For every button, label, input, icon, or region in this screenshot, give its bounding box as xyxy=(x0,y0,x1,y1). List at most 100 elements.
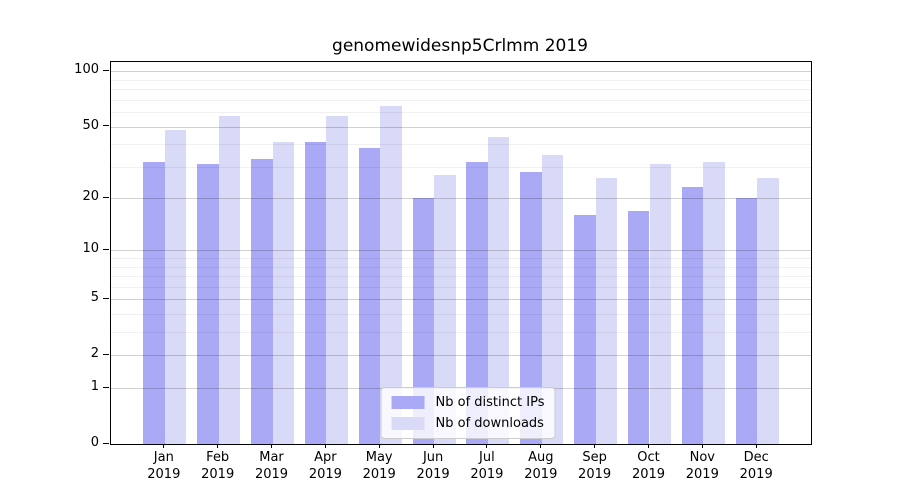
bar-may-downloads xyxy=(380,105,402,444)
legend-label-distinct-ips: Nb of distinct IPs xyxy=(435,395,545,410)
bar-jul-distinct-ips xyxy=(466,161,488,444)
y-tick-label-2: 2 xyxy=(90,346,99,362)
x-tick-year-oct: 2019 xyxy=(631,466,666,482)
x-tick-label-mar: Mar 2019 xyxy=(240,450,304,483)
y-tick-label-10: 10 xyxy=(82,241,99,257)
x-tick-label-nov: Nov 2019 xyxy=(670,450,734,483)
x-tick-month-apr: Apr xyxy=(314,450,337,465)
y-tick-label-5: 5 xyxy=(90,290,99,306)
gridline-minor-70 xyxy=(111,99,811,101)
x-tick-month-may: May xyxy=(365,450,393,465)
x-tick-sep xyxy=(594,444,596,449)
bar-dec-downloads xyxy=(757,177,779,444)
plot-area: Nb of distinct IPs Nb of downloads xyxy=(110,61,812,445)
x-tick-aug xyxy=(540,444,542,449)
x-tick-label-jan: Jan 2019 xyxy=(132,450,196,483)
legend-swatch-distinct-ips xyxy=(391,396,425,409)
x-tick-year-nov: 2019 xyxy=(685,466,719,482)
bar-apr-distinct-ips xyxy=(304,142,327,444)
x-tick-label-apr: Apr 2019 xyxy=(293,450,357,483)
x-tick-year-jun: 2019 xyxy=(416,466,450,482)
x-tick-year-may: 2019 xyxy=(362,466,396,482)
y-tick-100 xyxy=(103,69,109,72)
y-tick-label-100: 100 xyxy=(74,62,99,78)
x-tick-month-aug: Aug xyxy=(528,450,554,465)
x-tick-feb xyxy=(217,444,219,449)
bar-jun-downloads xyxy=(434,175,456,444)
x-tick-mar xyxy=(270,444,273,449)
x-tick-label-sep: Sep 2019 xyxy=(563,450,627,483)
x-tick-month-sep: Sep xyxy=(582,450,607,465)
y-tick-10 xyxy=(103,248,109,251)
y-tick-label-1: 1 xyxy=(90,379,99,394)
x-tick-jan xyxy=(163,444,165,449)
bar-jan-downloads xyxy=(164,129,187,444)
legend-entry-downloads: Nb of downloads xyxy=(391,416,545,431)
x-tick-year-aug: 2019 xyxy=(524,466,558,482)
x-tick-may xyxy=(378,444,380,449)
bar-aug-downloads xyxy=(541,154,564,444)
bar-oct-distinct-ips xyxy=(627,210,650,444)
x-tick-label-jun: Jun 2019 xyxy=(401,450,465,483)
x-tick-jul xyxy=(486,444,488,449)
legend-swatch-downloads xyxy=(391,417,425,430)
x-tick-year-dec: 2019 xyxy=(739,466,773,482)
bar-jul-downloads xyxy=(487,136,510,444)
bar-sep-distinct-ips xyxy=(574,215,596,444)
gridline-major-100 xyxy=(111,71,811,73)
bar-apr-downloads xyxy=(326,116,348,444)
gridline-minor-40 xyxy=(111,144,811,146)
y-tick-50 xyxy=(103,125,109,127)
x-tick-year-jan: 2019 xyxy=(147,466,181,482)
x-tick-dec xyxy=(755,444,757,449)
x-tick-year-jul: 2019 xyxy=(470,466,504,482)
x-tick-year-sep: 2019 xyxy=(578,466,612,482)
bar-may-distinct-ips xyxy=(358,148,381,444)
chart-title: genomewidesnp5Crlmm 2019 xyxy=(332,36,588,56)
bar-jun-distinct-ips xyxy=(412,198,434,444)
x-tick-month-oct: Oct xyxy=(637,450,660,465)
x-tick-label-aug: Aug 2019 xyxy=(509,450,573,483)
y-tick-20 xyxy=(103,196,109,198)
x-tick-year-feb: 2019 xyxy=(201,466,235,482)
x-tick-month-feb: Feb xyxy=(206,450,230,465)
x-tick-month-jun: Jun xyxy=(422,450,444,465)
bar-nov-distinct-ips xyxy=(681,187,704,444)
legend: Nb of distinct IPs Nb of downloads xyxy=(380,387,556,439)
y-tick-label-50: 50 xyxy=(82,117,99,133)
gridline-major-50 xyxy=(111,126,811,128)
x-tick-label-jul: Jul 2019 xyxy=(455,450,519,483)
bar-feb-downloads xyxy=(218,116,241,444)
x-tick-label-may: May 2019 xyxy=(347,450,411,483)
x-tick-nov xyxy=(701,444,703,449)
gridline-minor-90 xyxy=(111,79,811,81)
x-tick-month-nov: Nov xyxy=(689,450,715,465)
bar-jan-distinct-ips xyxy=(143,161,165,444)
x-tick-apr xyxy=(324,444,326,449)
bar-aug-distinct-ips xyxy=(520,172,542,444)
y-tick-2 xyxy=(103,353,109,355)
legend-entry-distinct-ips: Nb of distinct IPs xyxy=(391,395,545,410)
x-tick-month-dec: Dec xyxy=(743,450,769,465)
gridline-minor-80 xyxy=(111,89,811,91)
y-tick-1 xyxy=(103,386,109,388)
x-tick-year-mar: 2019 xyxy=(254,466,289,482)
x-tick-label-feb: Feb 2019 xyxy=(186,450,250,483)
bar-mar-downloads xyxy=(272,142,294,444)
x-tick-label-dec: Dec 2019 xyxy=(724,450,788,483)
y-tick-5 xyxy=(103,297,109,299)
x-tick-month-jul: Jul xyxy=(479,450,495,465)
x-tick-label-oct: Oct 2019 xyxy=(617,450,681,483)
bar-mar-distinct-ips xyxy=(251,159,273,444)
y-tick-label-20: 20 xyxy=(82,189,99,205)
bar-dec-distinct-ips xyxy=(735,198,758,444)
x-tick-jun xyxy=(432,444,434,449)
y-tick-0 xyxy=(103,442,109,444)
x-tick-year-apr: 2019 xyxy=(308,466,342,482)
bar-feb-distinct-ips xyxy=(197,164,219,444)
y-tick-label-0: 0 xyxy=(90,435,99,450)
bar-oct-downloads xyxy=(649,164,671,444)
legend-label-downloads: Nb of downloads xyxy=(435,416,544,431)
x-tick-oct xyxy=(647,444,650,449)
